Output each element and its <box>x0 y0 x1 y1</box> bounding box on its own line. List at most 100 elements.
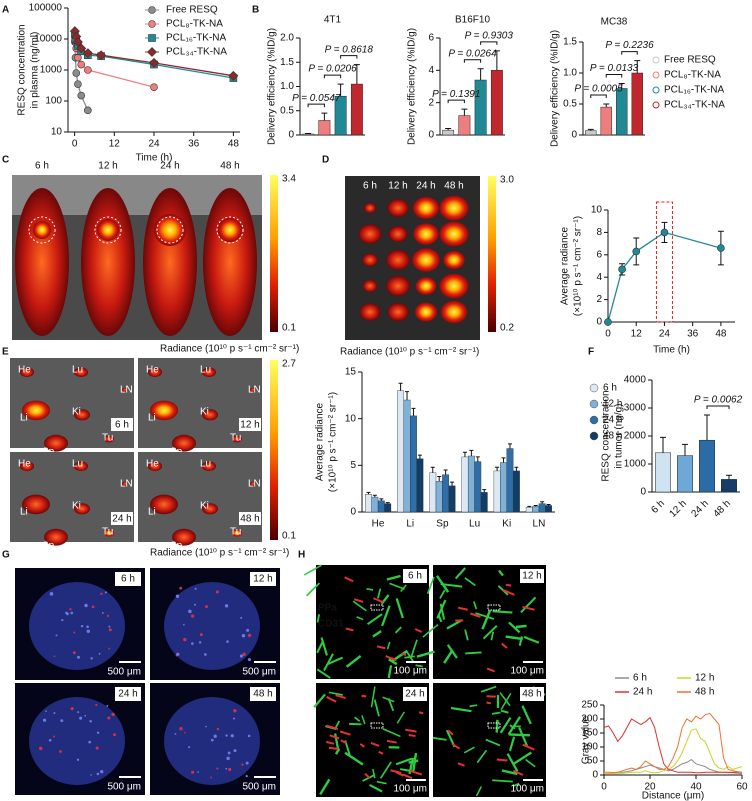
signal-dot <box>193 603 196 606</box>
vessel <box>508 621 521 634</box>
organ-label: Li <box>20 507 28 518</box>
marker <box>74 53 82 62</box>
organ-label: LN <box>248 385 261 396</box>
time-label: 12 h <box>388 181 407 192</box>
p-value: P = 0.0264 <box>448 48 497 59</box>
organ-signal <box>150 494 178 515</box>
marker <box>96 50 107 61</box>
signal-dot <box>98 652 101 655</box>
x-tick-label: LN <box>533 519 546 530</box>
bar <box>416 458 424 513</box>
vessel <box>465 651 482 655</box>
signal-dot <box>190 614 195 618</box>
y-tick-label: 0 <box>571 130 577 141</box>
tumor-signal <box>363 202 377 214</box>
y-tick-label: 4 <box>428 65 434 76</box>
signal-dot <box>216 727 220 731</box>
organ-signal <box>202 367 216 378</box>
p-value: P = 0.1391 <box>432 89 480 100</box>
signal-dot <box>210 776 212 779</box>
signal-dot <box>190 770 195 774</box>
signal-dot <box>73 631 76 634</box>
vessel <box>386 574 401 581</box>
vessel <box>344 751 364 766</box>
signal-dot <box>86 625 89 629</box>
vessel <box>373 699 380 717</box>
bar <box>384 503 392 513</box>
bar <box>525 507 533 513</box>
organ-label: He <box>146 459 159 470</box>
tumor-signal <box>33 221 51 239</box>
scale-bar-label: 500 μm <box>107 782 141 793</box>
x-axis-label: Time (h) <box>653 345 690 356</box>
signal-dot <box>188 609 192 614</box>
x-tick-label: 36 <box>188 139 200 150</box>
error-bar <box>437 476 442 482</box>
time-label: 48 h <box>522 689 541 700</box>
signal-dot <box>242 652 246 657</box>
x-tick-label: 0 <box>72 139 78 150</box>
bar <box>403 399 411 513</box>
signal-dot <box>79 716 83 720</box>
tumor-signal <box>362 279 378 293</box>
error-bar <box>405 391 410 400</box>
y-axis-label: Gray value <box>581 715 592 764</box>
y-tick-label: 1000 <box>40 65 63 76</box>
organ-signal <box>44 528 68 546</box>
chart-title: MC38 <box>601 17 628 28</box>
significance-bracket <box>340 55 358 59</box>
colorbar-label: 0.2 <box>500 323 514 334</box>
signal-dot <box>204 653 207 656</box>
y-axis-label: (×10¹⁰ p s⁻¹ cm⁻² sr⁻¹) <box>573 216 584 316</box>
ppa-signal <box>486 701 492 705</box>
organ-label: Tu <box>230 433 241 444</box>
vessel <box>508 736 516 752</box>
organ-label: Tu <box>230 527 241 538</box>
organ-label: Tu <box>102 433 113 444</box>
time-box <box>403 687 427 701</box>
y-axis-label: RESQ concentration <box>601 390 612 481</box>
signal-dot <box>228 767 232 771</box>
vessel <box>454 567 466 580</box>
error-bar <box>417 454 422 459</box>
signal-dot <box>95 746 99 750</box>
time-label: 12 h <box>253 574 272 585</box>
organ-label: He <box>18 459 31 470</box>
vessel <box>303 564 322 576</box>
signal-dot <box>86 629 90 634</box>
vessel <box>475 786 482 797</box>
legend-label: Free RESQ <box>166 5 218 16</box>
organ-label: Lu <box>72 365 83 376</box>
mouse <box>81 188 135 336</box>
marker <box>150 83 158 91</box>
vessel <box>376 780 387 785</box>
x-tick-label: 12 <box>631 329 643 340</box>
vessel <box>411 752 418 773</box>
y-axis-label: (×10¹⁰ p s⁻¹ cm⁻² sr⁻¹) <box>328 392 339 492</box>
organ-label: LN <box>120 385 133 396</box>
scale-bar-label: 500 μm <box>107 667 141 678</box>
legend-label: 6 h <box>633 673 647 684</box>
vessel <box>463 746 475 754</box>
signal-dot <box>227 751 231 755</box>
vessel <box>400 584 407 593</box>
image-background <box>433 565 546 679</box>
vessel <box>512 782 520 787</box>
vessel <box>513 751 532 765</box>
bar <box>461 456 469 513</box>
colorbar-caption: Radiance (10¹⁰ p s⁻¹ cm⁻² sr⁻¹) <box>340 347 479 358</box>
time-box <box>250 572 276 586</box>
error-bar <box>445 128 452 131</box>
y-axis-label: Average radiance <box>560 226 571 305</box>
signal-dot <box>197 771 199 773</box>
tissue <box>164 582 260 670</box>
chart-title: 4T1 <box>324 15 342 26</box>
organ-signal <box>22 400 50 421</box>
organ-signal <box>104 529 114 537</box>
vessel <box>450 706 472 713</box>
error-bar <box>366 491 371 495</box>
marker <box>77 60 86 69</box>
y-tick-label: 1000 <box>624 459 647 470</box>
vessel <box>313 693 326 708</box>
y-tick-label: 10 <box>51 127 63 138</box>
